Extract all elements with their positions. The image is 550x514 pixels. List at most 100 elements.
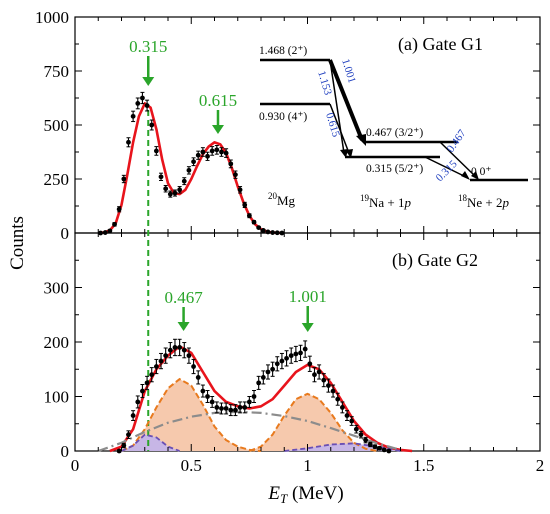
data-point xyxy=(293,351,299,357)
gamma-1001: 1.001 xyxy=(339,57,358,84)
data-point xyxy=(144,380,150,386)
data-point xyxy=(242,405,248,410)
data-point xyxy=(228,407,234,413)
data-point xyxy=(233,172,238,178)
peak-arrow-head xyxy=(211,125,224,134)
data-point xyxy=(116,448,122,454)
data-point xyxy=(307,361,313,367)
data-point xyxy=(144,103,150,108)
data-point xyxy=(270,230,276,235)
data-point xyxy=(177,187,183,193)
data-point xyxy=(251,219,257,225)
data-point xyxy=(339,405,345,410)
x-tick-label: 0 xyxy=(71,456,80,475)
gamma-0315: 0.315 xyxy=(434,158,460,184)
data-point xyxy=(130,413,136,418)
data-point xyxy=(377,445,382,451)
component-curve-purple xyxy=(121,433,180,452)
data-point xyxy=(284,355,289,361)
data-point xyxy=(223,406,229,411)
data-point xyxy=(237,187,243,193)
data-point xyxy=(200,149,206,155)
level-1468: 1.468 (2⁺) xyxy=(259,45,307,57)
data-point xyxy=(112,221,117,227)
x-tick-label: 1 xyxy=(303,456,312,475)
x-axis-label: ET (MeV) xyxy=(267,483,343,506)
y-tick-label: 300 xyxy=(44,279,70,298)
component-fill xyxy=(121,379,261,451)
data-point xyxy=(130,113,136,119)
data-point xyxy=(288,353,294,359)
data-point xyxy=(107,228,113,234)
fill-layer xyxy=(121,379,401,451)
gamma-1153: 1.153 xyxy=(315,69,334,97)
data-point xyxy=(219,149,224,155)
peak-label: 1.001 xyxy=(289,287,327,306)
data-point xyxy=(256,225,262,231)
data-point xyxy=(167,191,173,197)
data-point xyxy=(195,152,201,158)
data-point xyxy=(116,206,122,212)
data-point xyxy=(242,202,248,208)
data-point xyxy=(381,447,387,453)
data-point xyxy=(265,229,271,235)
data-point xyxy=(191,364,196,369)
data-point xyxy=(363,437,369,443)
peak-arrow-head xyxy=(301,323,314,332)
y-tick-label: 100 xyxy=(44,388,70,407)
data-point xyxy=(223,150,229,156)
data-point xyxy=(344,413,350,418)
level-0930: 0.930 (4⁺) xyxy=(259,111,307,123)
data-point xyxy=(102,230,108,235)
data-point xyxy=(186,353,192,359)
data-point xyxy=(153,148,159,154)
data-point xyxy=(330,388,336,394)
data-point xyxy=(260,228,266,233)
data-point xyxy=(279,358,285,364)
panel-a-label: (a) Gate G1 xyxy=(398,34,483,55)
peak-label: 0.315 xyxy=(129,37,167,56)
data-point xyxy=(353,426,359,432)
data-point xyxy=(195,375,201,380)
data-point xyxy=(205,153,210,159)
peak-label: 0.615 xyxy=(199,91,237,110)
data-point xyxy=(326,383,331,388)
panel-a-y-tick-labels: 0 250 500 750 1000 xyxy=(35,8,69,243)
panel-b-x-tick-labels: 0 0.5 1 1.5 2 xyxy=(71,456,545,475)
data-point xyxy=(237,405,243,410)
data-point xyxy=(316,369,322,375)
y-tick-label: 1000 xyxy=(35,8,69,27)
panel-b-y-tick-labels: 0 100 200 300 xyxy=(44,279,70,462)
data-point xyxy=(158,358,164,364)
data-point xyxy=(200,388,206,394)
data-point xyxy=(121,176,127,182)
data-point xyxy=(121,443,127,448)
data-point xyxy=(298,350,303,356)
data-point xyxy=(149,122,155,128)
x-tick-label: 0.5 xyxy=(181,456,202,475)
y-tick-label: 750 xyxy=(44,62,70,81)
data-point xyxy=(126,432,131,438)
data-point xyxy=(274,361,280,367)
data-point xyxy=(214,147,220,153)
data-point xyxy=(186,167,192,173)
nucleus-19na: 19Na + 1p xyxy=(360,193,412,210)
y-tick-label: 0 xyxy=(61,224,70,243)
data-point xyxy=(274,230,280,236)
fit-curve xyxy=(109,345,413,453)
data-point xyxy=(372,444,378,450)
data-point xyxy=(191,159,196,165)
peak-label: 0.467 xyxy=(164,288,203,307)
data-point xyxy=(302,346,308,352)
data-point xyxy=(256,380,262,386)
data-point xyxy=(167,347,173,353)
y-tick-label: 500 xyxy=(44,116,70,135)
data-point xyxy=(172,190,178,196)
peak-arrow-head xyxy=(177,322,190,331)
y-tick-label: 0 xyxy=(61,442,70,461)
data-point xyxy=(153,364,159,369)
data-point xyxy=(181,347,187,353)
data-point xyxy=(126,139,131,145)
data-point xyxy=(214,405,220,410)
